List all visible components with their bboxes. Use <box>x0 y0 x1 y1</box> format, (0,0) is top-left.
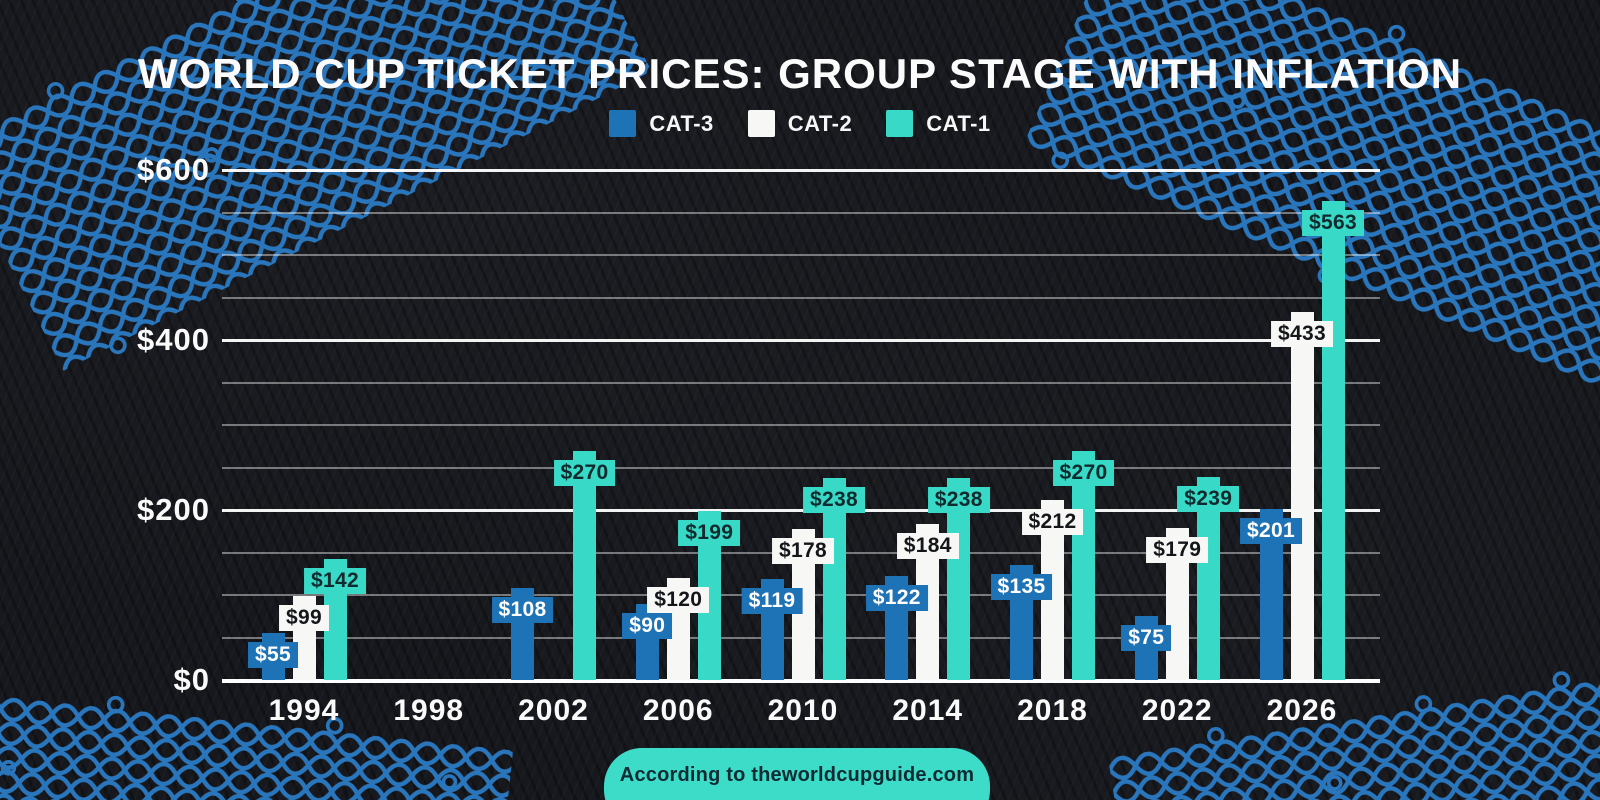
x-tick-label-2022: 2022 <box>1141 694 1213 727</box>
x-axis-line <box>222 679 1380 683</box>
gridline-major-600 <box>222 168 1380 172</box>
bar-value-label-cat-2-2022: $179 <box>1146 536 1209 563</box>
gridline-minor-450 <box>222 296 1380 299</box>
legend-item-cat-2: CAT-2 <box>747 110 853 137</box>
bar-value-label-cat-1-2018: $270 <box>1052 459 1115 486</box>
x-tick-label-2018: 2018 <box>1017 694 1088 727</box>
bar-value-label-cat-3-2014: $122 <box>865 585 928 612</box>
source-badge-text: According to theworldcupguide.com <box>619 764 975 786</box>
bar-value-label-cat-3-2018: $135 <box>990 574 1053 601</box>
x-tick-label-2026: 2026 <box>1266 694 1338 727</box>
bar-cat-2-2010 <box>791 528 815 680</box>
legend-swatch-cat-1 <box>886 110 914 137</box>
gridline-major-400 <box>222 338 1380 342</box>
gridline-minor-350 <box>222 381 1380 384</box>
bar-value-label-cat-2-2010: $178 <box>772 537 834 564</box>
y-tick-label-400: $400 <box>137 322 210 357</box>
chart-legend: CAT-3 CAT-2 CAT-1 <box>0 110 1600 137</box>
bar-value-label-cat-1-2022: $239 <box>1177 485 1240 512</box>
bar-cat-1-2026 <box>1321 201 1345 680</box>
bar-value-label-cat-2-2014: $184 <box>896 532 959 559</box>
bar-value-label-cat-2-2018: $212 <box>1021 508 1084 535</box>
legend-item-cat-3: CAT-3 <box>609 110 713 137</box>
legend-label-cat-3: CAT-3 <box>649 110 714 136</box>
bar-cat-1-2002 <box>573 450 596 680</box>
bar-cat-2-2022 <box>1165 527 1189 680</box>
gridline-minor-300 <box>222 424 1380 426</box>
legend-label-cat-2: CAT-2 <box>787 110 853 136</box>
bar-value-label-cat-2-1994: $99 <box>279 604 329 631</box>
bar-value-label-cat-3-2006: $90 <box>622 612 673 639</box>
bar-value-label-cat-1-2006: $199 <box>678 519 741 546</box>
bar-value-label-cat-2-2006: $120 <box>647 587 710 613</box>
bar-value-label-cat-1-2002: $270 <box>553 459 616 486</box>
x-tick-label-1994: 1994 <box>268 694 340 727</box>
legend-swatch-cat-3 <box>609 110 637 137</box>
gridline-minor-250 <box>222 466 1380 469</box>
bar-value-label-cat-3-2002: $108 <box>491 597 554 624</box>
legend-swatch-cat-2 <box>747 110 775 137</box>
bar-cat-1-2022 <box>1196 476 1220 680</box>
bar-value-label-cat-3-2022: $75 <box>1121 625 1172 652</box>
x-tick-label-2002: 2002 <box>518 694 589 727</box>
bar-cat-2-2018 <box>1041 499 1064 680</box>
bar-value-label-cat-1-2014: $238 <box>927 486 990 513</box>
y-tick-label-0: $0 <box>173 662 210 697</box>
bar-cat-2-2026 <box>1290 311 1314 680</box>
bar-value-label-cat-3-2026: $201 <box>1240 518 1302 545</box>
y-tick-label-200: $200 <box>137 492 210 527</box>
bar-cat-1-2006 <box>697 510 721 680</box>
bar-cat-2-2014 <box>916 523 940 680</box>
bar-cat-1-2018 <box>1072 450 1095 680</box>
gridline-minor-500 <box>222 254 1380 256</box>
gridline-minor-550 <box>222 211 1380 214</box>
x-tick-label-1998: 1998 <box>393 694 465 727</box>
bar-value-label-cat-1-2026: $563 <box>1302 210 1364 237</box>
legend-label-cat-1: CAT-1 <box>926 110 991 136</box>
bar-value-label-cat-2-2026: $433 <box>1271 320 1333 347</box>
legend-item-cat-1: CAT-1 <box>886 110 990 137</box>
x-tick-label-2014: 2014 <box>892 694 964 727</box>
chart-title: WORLD CUP TICKET PRICES: GROUP STAGE WIT… <box>137 50 1463 97</box>
bar-cat-1-2014 <box>947 477 971 680</box>
bar-value-label-cat-3-2010: $119 <box>741 587 803 614</box>
y-tick-label-600: $600 <box>137 152 210 187</box>
bar-value-label-cat-1-2010: $238 <box>803 486 865 513</box>
bar-cat-1-2010 <box>822 477 846 680</box>
x-tick-label-2006: 2006 <box>642 694 714 727</box>
bar-cat-3-2026 <box>1259 509 1283 680</box>
bar-value-label-cat-3-1994: $55 <box>248 642 298 669</box>
bar-value-label-cat-1-1994: $142 <box>304 568 366 595</box>
x-tick-label-2010: 2010 <box>767 694 839 727</box>
source-badge: According to theworldcupguide.com <box>604 748 990 800</box>
gridline-major-200 <box>222 508 1380 512</box>
